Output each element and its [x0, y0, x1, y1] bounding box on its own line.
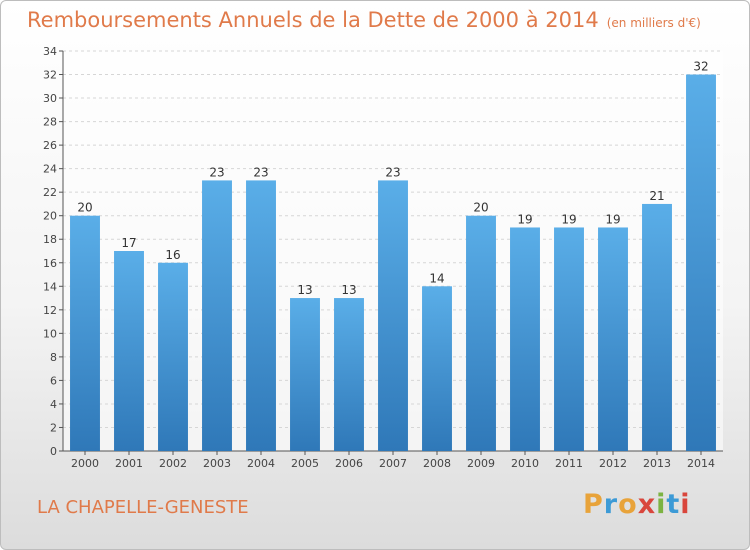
bar-value-label: 19	[561, 212, 576, 226]
bar-value-label: 23	[209, 165, 224, 179]
bar-value-label: 14	[429, 271, 444, 285]
x-tick-label: 2004	[247, 457, 275, 470]
bar-value-label: 13	[341, 283, 356, 297]
bar	[246, 180, 276, 452]
x-tick-label: 2013	[643, 457, 671, 470]
y-tick-label: 26	[43, 139, 57, 152]
y-tick-label: 0	[50, 445, 57, 458]
x-tick-label: 2010	[511, 457, 539, 470]
x-tick-label: 2000	[71, 457, 99, 470]
bar-value-label: 20	[77, 201, 92, 215]
y-tick-label: 22	[43, 186, 57, 199]
y-tick-label: 14	[43, 280, 57, 293]
y-tick-label: 30	[43, 92, 57, 105]
bar-value-label: 17	[121, 236, 136, 250]
bar-value-label: 21	[649, 189, 664, 203]
bar	[378, 180, 408, 452]
x-tick-label: 2014	[687, 457, 715, 470]
x-tick-label: 2002	[159, 457, 187, 470]
bar	[114, 251, 144, 451]
bar	[158, 262, 188, 451]
x-tick-label: 2012	[599, 457, 627, 470]
bar-value-label: 20	[473, 201, 488, 215]
x-tick-label: 2003	[203, 457, 231, 470]
bar	[554, 227, 584, 451]
bar	[598, 227, 628, 451]
logo-letter: t	[666, 489, 681, 520]
y-tick-label: 18	[43, 233, 57, 246]
bar-value-label: 23	[253, 165, 268, 179]
x-tick-label: 2005	[291, 457, 319, 470]
x-tick-label: 2011	[555, 457, 583, 470]
x-tick-label: 2001	[115, 457, 143, 470]
chart-title: Remboursements Annuels de la Dette de 20…	[27, 8, 701, 32]
bar-value-label: 16	[165, 248, 180, 262]
bar	[290, 298, 320, 451]
x-tick-label: 2007	[379, 457, 407, 470]
bar	[686, 74, 716, 451]
bar-value-label: 19	[517, 212, 532, 226]
bar	[510, 227, 540, 451]
bar	[334, 298, 364, 451]
y-tick-label: 20	[43, 210, 57, 223]
y-tick-label: 12	[43, 304, 57, 317]
logo-letter: P	[583, 489, 604, 520]
bar-value-label: 13	[297, 283, 312, 297]
y-tick-label: 16	[43, 257, 57, 270]
proxiti-logo: Proxiti	[583, 489, 691, 520]
chart-title-text: Remboursements Annuels de la Dette de 20…	[27, 8, 599, 32]
bar	[202, 180, 232, 452]
y-tick-label: 10	[43, 327, 57, 340]
logo-letter: i	[680, 489, 691, 520]
bar-value-label: 19	[605, 212, 620, 226]
y-tick-label: 6	[50, 374, 57, 387]
bar	[422, 286, 452, 451]
bar	[70, 215, 100, 451]
x-tick-label: 2009	[467, 457, 495, 470]
logo-letter: o	[618, 489, 638, 520]
bar	[642, 203, 672, 451]
logo-letter: r	[603, 489, 619, 520]
commune-name: LA CHAPELLE-GENESTE	[37, 497, 249, 518]
logo-letter: i	[656, 489, 667, 520]
bar-value-label: 23	[385, 165, 400, 179]
chart-unit: (en milliers d'€)	[606, 16, 701, 30]
x-tick-label: 2008	[423, 457, 451, 470]
y-tick-label: 8	[50, 351, 57, 364]
y-tick-label: 34	[43, 45, 57, 58]
bar	[466, 215, 496, 451]
y-tick-label: 2	[50, 421, 57, 434]
x-tick-label: 2006	[335, 457, 363, 470]
y-tick-label: 4	[50, 398, 57, 411]
logo-letter: x	[637, 489, 657, 520]
bar-value-label: 32	[693, 60, 708, 74]
y-tick-label: 32	[43, 69, 57, 82]
y-tick-label: 28	[43, 116, 57, 129]
y-tick-label: 24	[43, 163, 57, 176]
